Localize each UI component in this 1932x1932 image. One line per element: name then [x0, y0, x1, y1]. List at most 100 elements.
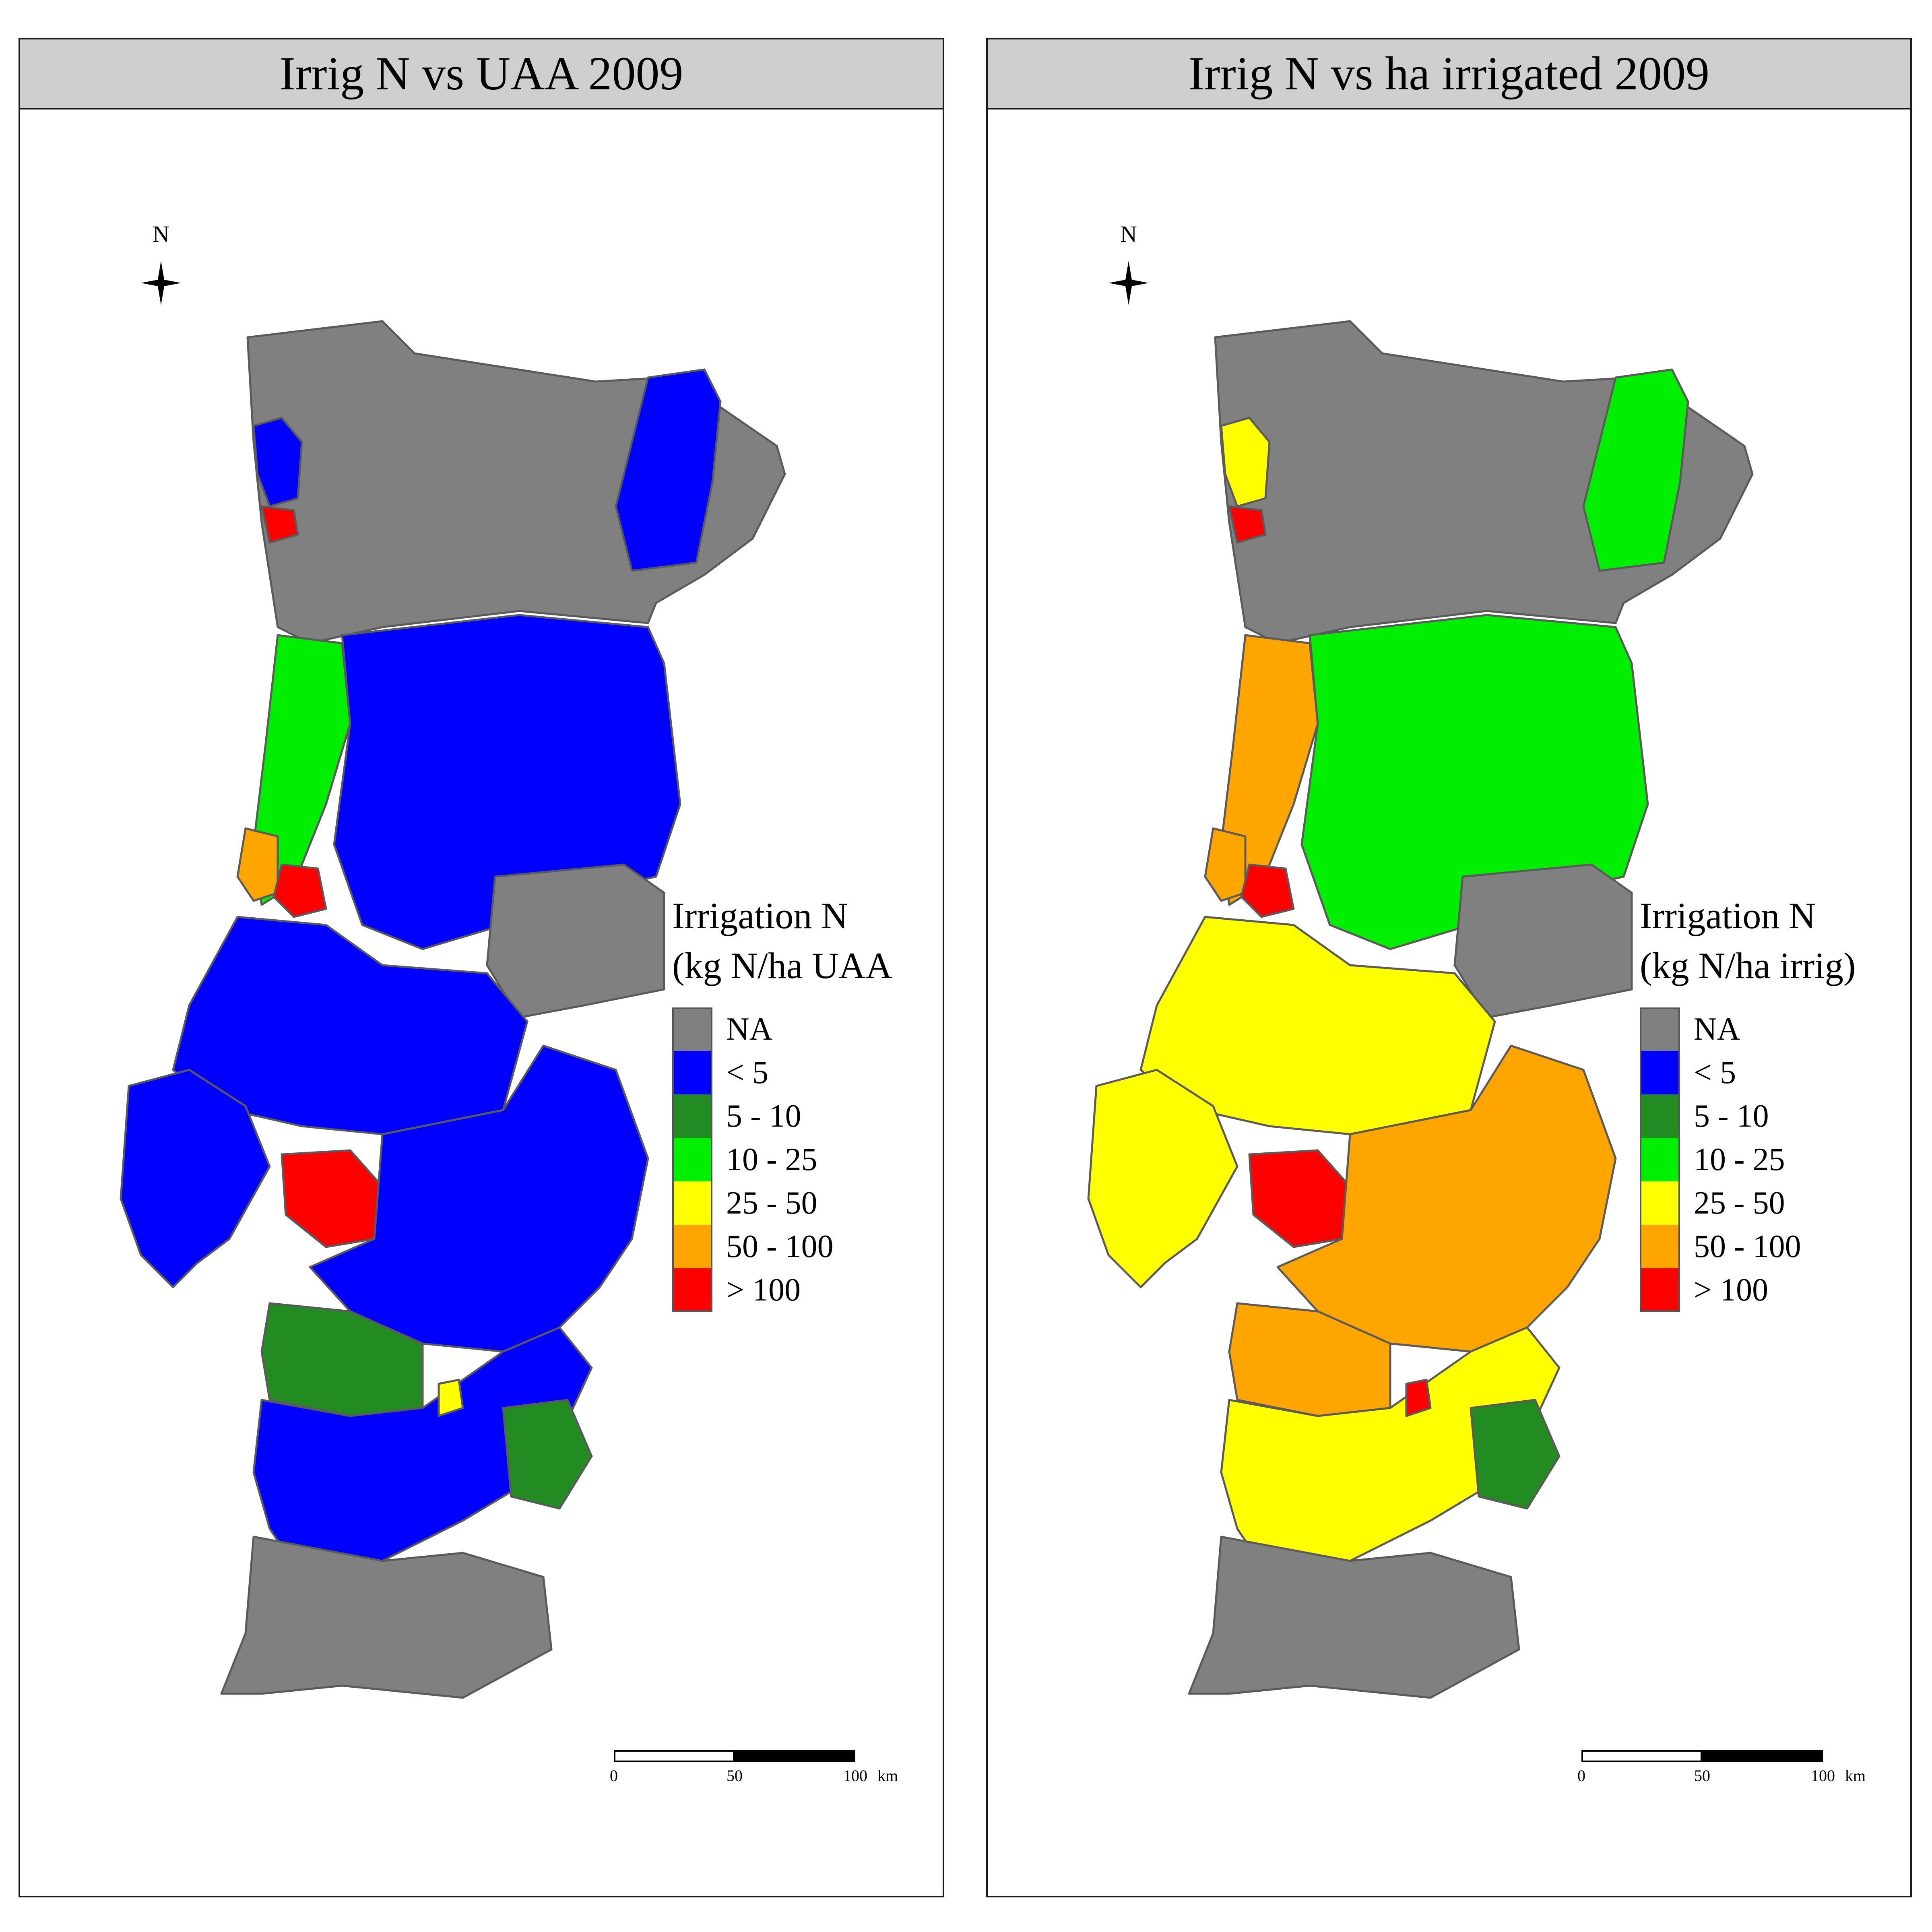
- region-coimbra: [1240, 863, 1295, 918]
- region-setubal: [1087, 1069, 1238, 1288]
- legend-label: < 5: [726, 1055, 769, 1090]
- legend-swatch: [1640, 1225, 1680, 1269]
- legend-item-na: NA: [1640, 1007, 1913, 1051]
- north-arrow: N: [125, 221, 197, 333]
- region-porto: [1228, 505, 1267, 544]
- legend-item-na: NA: [672, 1007, 946, 1051]
- legend-item-gt100: > 100: [1640, 1268, 1913, 1312]
- legend-title-line1: Irrigation N: [1640, 895, 1816, 936]
- portugal-choropleth-map: [1087, 320, 1754, 1699]
- region-guadiana: [502, 1399, 593, 1510]
- map-panel-irrigated: Irrig N vs ha irrigated 2009 N Irrigatio…: [986, 38, 1912, 1897]
- legend-item-25-50: 25 - 50: [672, 1181, 946, 1225]
- region-guadiana: [1470, 1399, 1560, 1510]
- scale-bar-segment: [1702, 1750, 1823, 1762]
- region-lisbon: [1248, 1149, 1351, 1248]
- region-alentejo: [1276, 1044, 1617, 1353]
- legend-label: 25 - 50: [726, 1185, 817, 1221]
- region-northeast: [615, 368, 722, 572]
- legend-swatch: [672, 1051, 712, 1095]
- map-panel-uaa: Irrig N vs UAA 2009 N Irrigation N (kg N…: [19, 38, 944, 1897]
- legend-item-gt100: > 100: [672, 1268, 946, 1312]
- legend-label: > 100: [1694, 1272, 1769, 1308]
- scale-bar-segment: [614, 1750, 735, 1762]
- legend-swatch: [672, 1181, 712, 1225]
- legend-title-line1: Irrigation N: [672, 895, 848, 936]
- legend-item-50-100: 50 - 100: [1640, 1225, 1913, 1269]
- north-label: N: [153, 221, 169, 247]
- legend-swatch: [672, 1007, 712, 1051]
- compass-star-icon: [141, 261, 181, 305]
- legend-label: 5 - 10: [1694, 1098, 1769, 1134]
- legend-title-line2: (kg N/ha irrig): [1640, 945, 1856, 987]
- legend-swatch: [672, 1094, 712, 1138]
- legend-item-50-100: 50 - 100: [672, 1225, 946, 1269]
- region-algarve: [220, 1536, 553, 1699]
- scale-tick-label: 50: [727, 1767, 743, 1785]
- region-alentejo: [309, 1044, 649, 1353]
- region-algarve: [1188, 1536, 1520, 1699]
- region-leiria: [1204, 827, 1247, 902]
- region-coimbra: [272, 863, 327, 918]
- scale-bar-segment: [1581, 1750, 1702, 1762]
- scale-bar: 0 50 100 km: [610, 1750, 898, 1798]
- legend-item-5-10: 5 - 10: [672, 1094, 946, 1138]
- scale-tick-label: 0: [610, 1767, 618, 1785]
- region-minho: [252, 417, 303, 508]
- legend-label: < 5: [1694, 1055, 1736, 1090]
- map-legend: Irrigation N (kg N/ha UAA NA < 5 5 - 10 …: [672, 891, 946, 1312]
- legend-item-10-25: 10 - 25: [672, 1138, 946, 1182]
- legend-item-25-50: 25 - 50: [1640, 1181, 1913, 1225]
- region-setubal: [120, 1069, 271, 1288]
- legend-label: 50 - 100: [726, 1228, 834, 1264]
- legend-title-line2: (kg N/ha UAA: [672, 945, 892, 987]
- legend-label: NA: [1694, 1011, 1740, 1047]
- region-spot: [1405, 1379, 1432, 1417]
- municipality-regions: [120, 320, 786, 1699]
- legend-swatch: [1640, 1094, 1680, 1138]
- compass-star-icon: [1108, 261, 1149, 305]
- legend-list: NA < 5 5 - 10 10 - 25 25 - 50 50 - 100 >…: [672, 1007, 946, 1312]
- region-minho: [1220, 417, 1271, 508]
- scale-unit-label: km: [877, 1767, 898, 1785]
- legend-list: NA < 5 5 - 10 10 - 25 25 - 50 50 - 100 >…: [1640, 1007, 1913, 1312]
- legend-swatch: [672, 1268, 712, 1312]
- portugal-choropleth-map: [120, 320, 786, 1699]
- legend-swatch: [672, 1225, 712, 1269]
- scale-bar-segment: [735, 1750, 855, 1762]
- scale-unit-label: km: [1845, 1767, 1866, 1785]
- region-beira-east: [1453, 863, 1633, 1019]
- north-arrow: N: [1092, 221, 1165, 333]
- panel-title: Irrig N vs ha irrigated 2009: [988, 39, 1910, 109]
- legend-label: NA: [726, 1011, 773, 1047]
- region-lisbon: [281, 1149, 384, 1248]
- region-porto: [260, 505, 299, 544]
- map-legend: Irrigation N (kg N/ha irrig) NA < 5 5 - …: [1640, 891, 1913, 1312]
- legend-item-10-25: 10 - 25: [1640, 1138, 1913, 1182]
- scale-tick-label: 0: [1577, 1767, 1585, 1785]
- legend-swatch: [1640, 1181, 1680, 1225]
- legend-swatch: [1640, 1138, 1680, 1182]
- legend-label: 5 - 10: [726, 1098, 801, 1134]
- legend-item-lt5: < 5: [1640, 1051, 1913, 1095]
- scale-tick-label: 100: [1811, 1767, 1835, 1785]
- scale-tick-label: 50: [1694, 1767, 1710, 1785]
- legend-swatch: [1640, 1268, 1680, 1312]
- municipality-regions: [1087, 320, 1754, 1699]
- scale-tick-label: 100: [843, 1767, 867, 1785]
- north-label: N: [1120, 221, 1137, 247]
- legend-item-lt5: < 5: [672, 1051, 946, 1095]
- legend-swatch: [1640, 1051, 1680, 1095]
- legend-label: 50 - 100: [1694, 1228, 1801, 1264]
- legend-label: 10 - 25: [726, 1141, 817, 1177]
- legend-item-5-10: 5 - 10: [1640, 1094, 1913, 1138]
- legend-swatch: [1640, 1007, 1680, 1051]
- legend-label: 10 - 25: [1694, 1141, 1785, 1177]
- legend-label: > 100: [726, 1272, 801, 1308]
- region-northeast: [1582, 368, 1689, 572]
- region-leiria: [236, 827, 279, 902]
- legend-label: 25 - 50: [1694, 1185, 1785, 1221]
- panel-title: Irrig N vs UAA 2009: [20, 39, 943, 109]
- legend-swatch: [672, 1138, 712, 1182]
- region-beira-east: [486, 863, 665, 1019]
